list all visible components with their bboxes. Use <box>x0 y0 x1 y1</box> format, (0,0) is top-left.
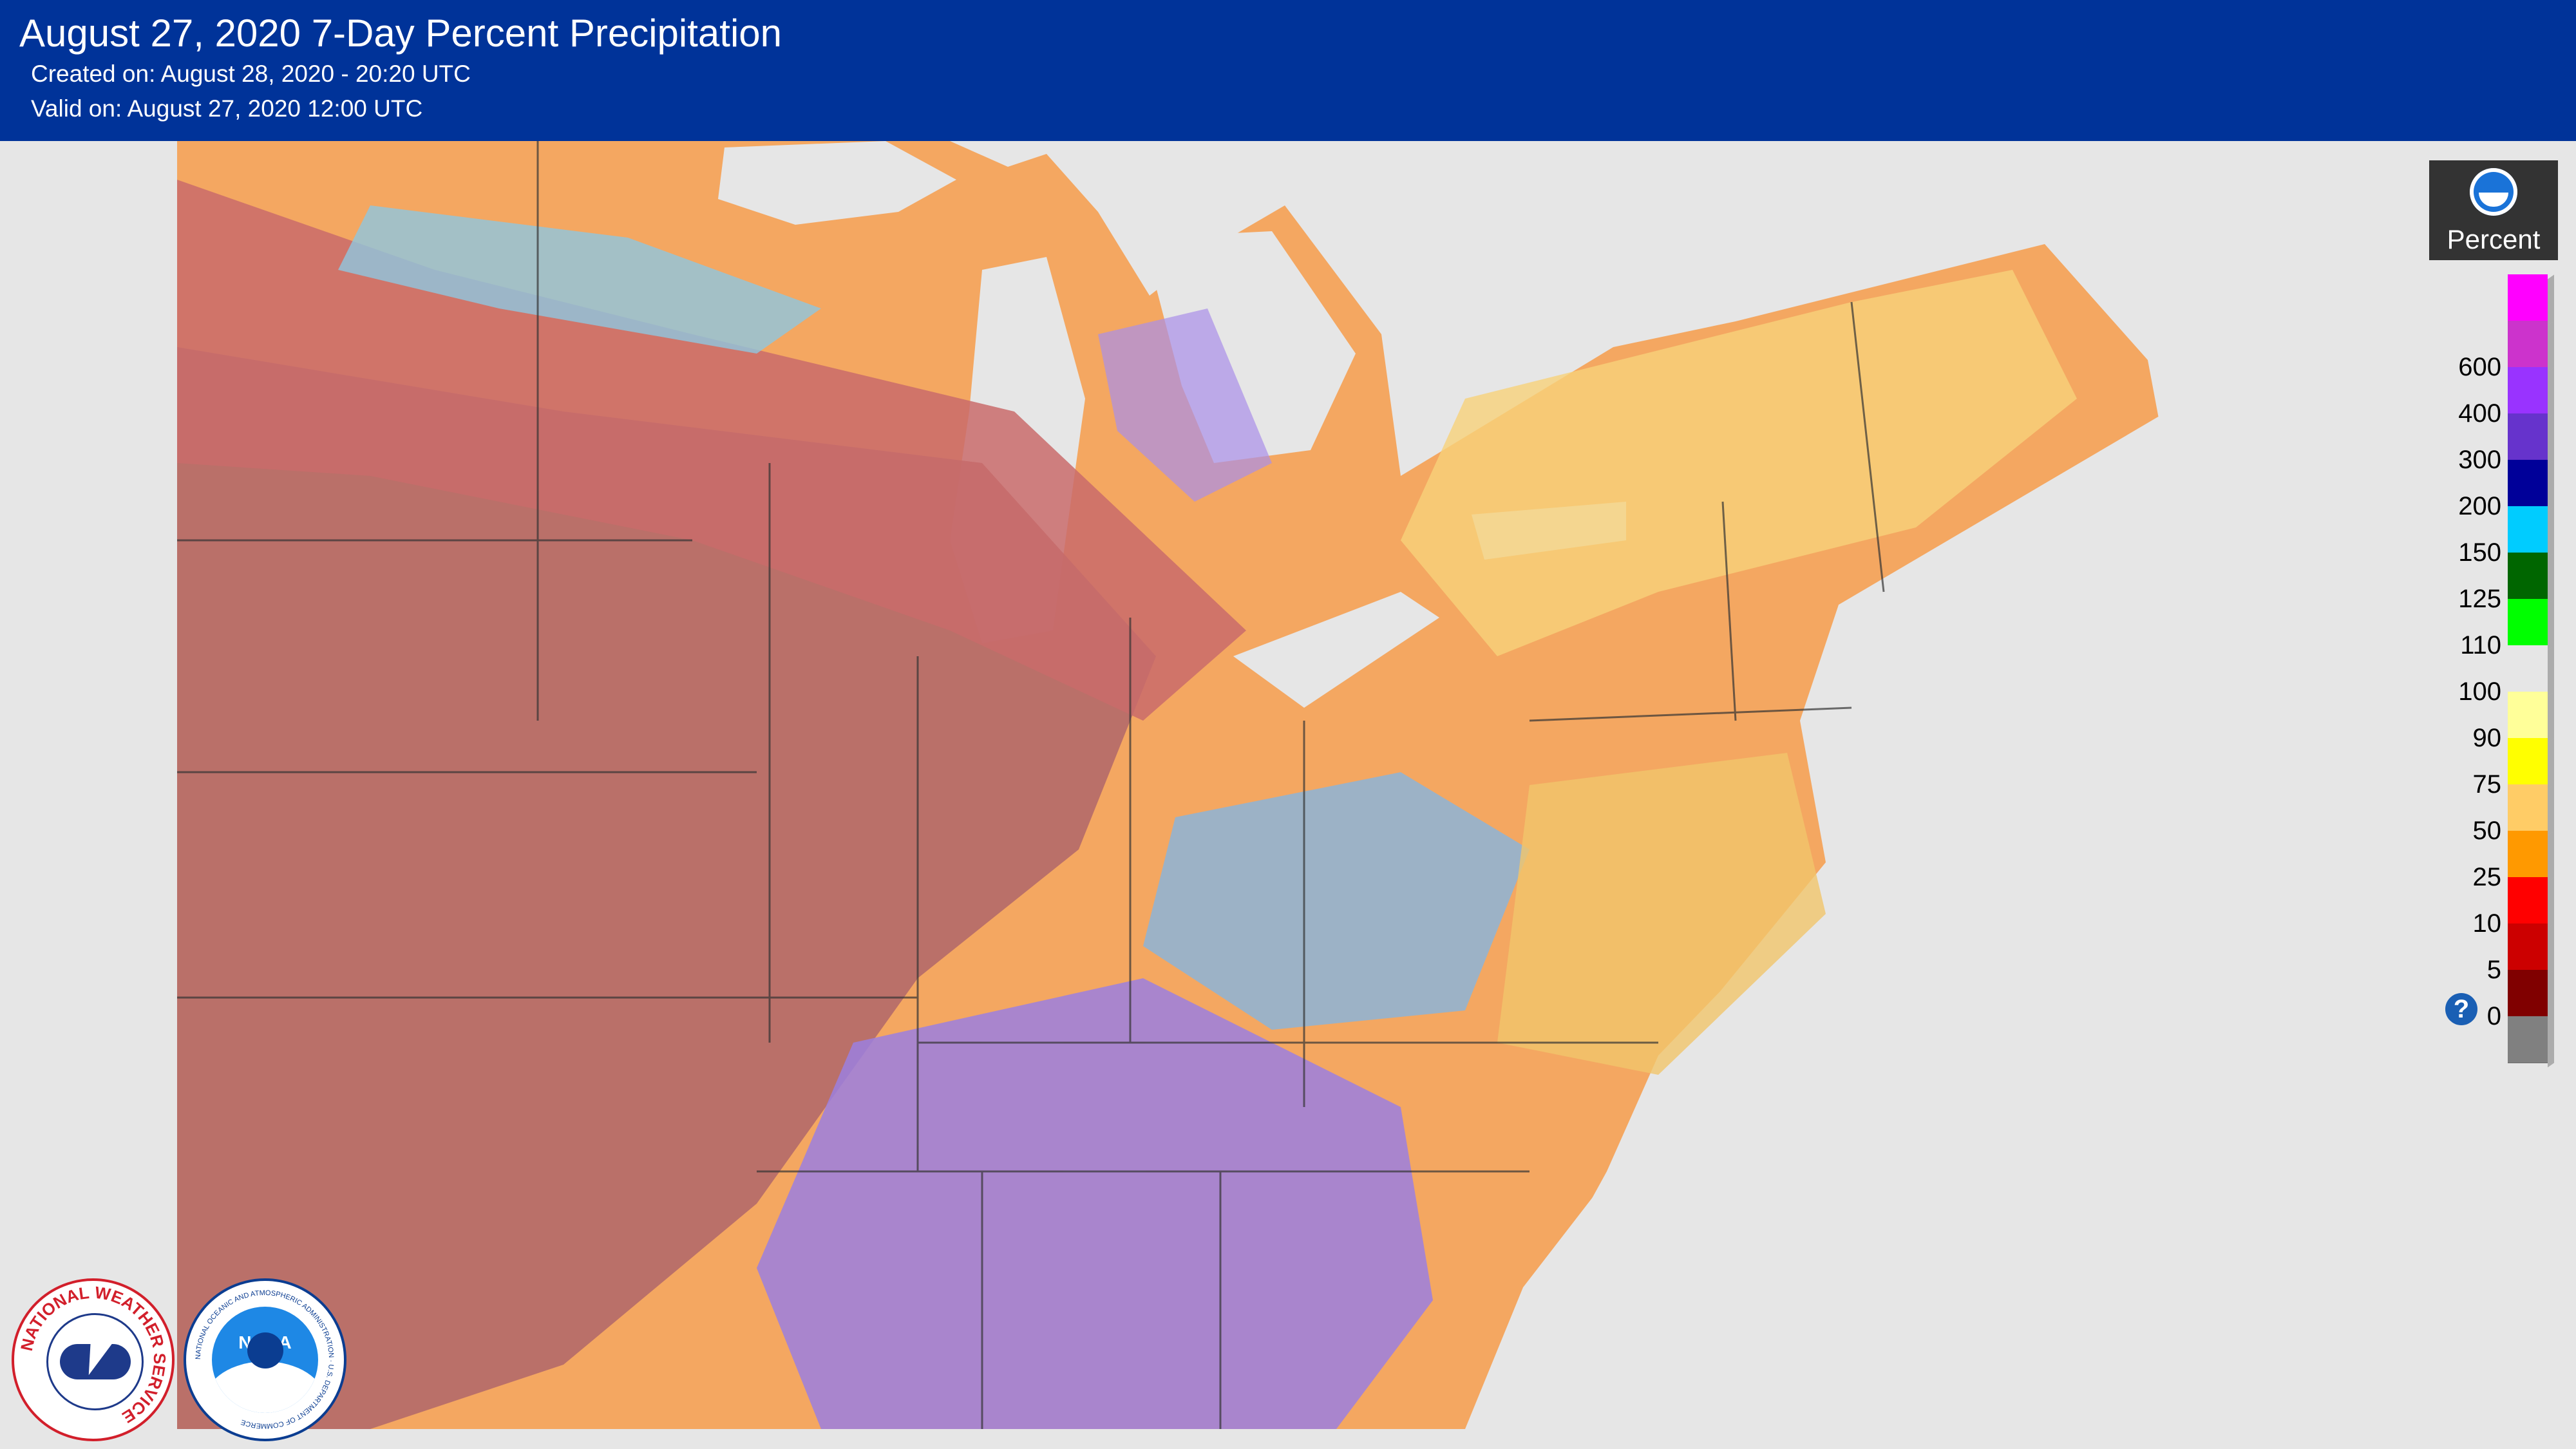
legend-label: 50 <box>2472 817 2502 845</box>
legend-swatch <box>2508 506 2548 553</box>
dry-region <box>177 347 1156 1429</box>
lake-erie <box>1233 592 1439 708</box>
map-canvas[interactable] <box>177 141 2167 1429</box>
legend-label: 5 <box>2486 956 2501 984</box>
legend-panel: Percent 600 400 300 200 150 125 110 100 90 75 50 25… <box>2429 160 2558 1063</box>
wet-region-southeast <box>757 978 1433 1429</box>
legend-label: 110 <box>2460 631 2501 659</box>
legend-swatch <box>2508 553 2548 600</box>
noaa-icon <box>2470 168 2517 216</box>
legend-label: 150 <box>2458 538 2501 567</box>
legend-swatch <box>2508 413 2548 460</box>
lake-superior <box>718 141 956 225</box>
legend-swatch <box>2508 599 2548 646</box>
noaa-emblem: NOAA <box>212 1307 318 1413</box>
legend-swatch <box>2508 460 2548 507</box>
wet-region-michigan <box>1098 308 1272 502</box>
legend-label: 600 <box>2458 353 2501 381</box>
legend-swatch <box>2508 831 2548 878</box>
legend-label: 300 <box>2458 446 2501 474</box>
precipitation-map[interactable] <box>177 141 2167 1429</box>
page-title: August 27, 2020 7-Day Percent Precipitat… <box>19 12 782 55</box>
legend-swatch <box>2508 784 2548 831</box>
noaa-logo: NATIONAL OCEANIC AND ATMOSPHERIC ADMINIS… <box>184 1278 346 1441</box>
legend-title: Percent <box>2447 224 2541 254</box>
legend-swatch <box>2508 1016 2548 1063</box>
legend-color-bar <box>2508 274 2548 1180</box>
state-borders <box>177 141 1885 1429</box>
legend-label: 25 <box>2472 863 2502 891</box>
moderate-region-northeast <box>1401 270 2077 656</box>
legend-swatch <box>2508 970 2548 1017</box>
valid-timestamp: Valid on: August 27, 2020 12:00 UTC <box>31 95 423 122</box>
dry-region-north <box>177 180 1246 721</box>
legend-swatch <box>2508 321 2548 368</box>
legend-swatch <box>2508 692 2548 739</box>
legend-swatch <box>2508 923 2548 971</box>
legend-label: 400 <box>2458 399 2501 428</box>
nws-emblem <box>46 1313 144 1410</box>
cloud-icon <box>60 1344 131 1379</box>
wet-region-kentucky <box>1143 772 1530 1030</box>
moderate-region-virginia <box>1497 753 1826 1075</box>
legend-swatch <box>2508 367 2548 414</box>
nws-logo: NATIONAL WEATHER SERVICE <box>12 1278 175 1441</box>
help-icon[interactable]: ? <box>2445 993 2477 1025</box>
bird-icon <box>247 1332 283 1368</box>
legend-label: 200 <box>2458 492 2501 520</box>
legend-label: 125 <box>2458 585 2501 613</box>
legend-swatch <box>2508 645 2548 692</box>
legend-header: Percent <box>2429 160 2558 260</box>
wet-region-north <box>338 205 821 354</box>
header-bar: August 27, 2020 7-Day Percent Precipitat… <box>0 0 2576 141</box>
legend-label: 100 <box>2458 677 2501 706</box>
legend-label: 10 <box>2472 909 2502 938</box>
legend-swatch <box>2508 738 2548 785</box>
wave-icon <box>212 1361 318 1413</box>
created-timestamp: Created on: August 28, 2020 - 20:20 UTC <box>31 61 471 87</box>
legend-label: 75 <box>2472 770 2502 799</box>
legend-swatch <box>2508 274 2548 321</box>
legend-label: 0 <box>2486 1002 2501 1030</box>
legend-label: 90 <box>2472 724 2502 752</box>
legend-swatch <box>2508 877 2548 924</box>
